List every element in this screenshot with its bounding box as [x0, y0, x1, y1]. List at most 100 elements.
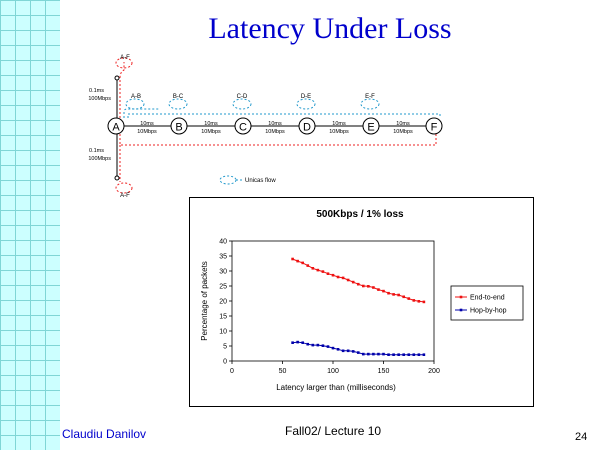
data-point — [356, 282, 360, 286]
link-label-bc-delay: 10ms — [204, 121, 218, 127]
node-e: E — [362, 117, 380, 135]
legend-label: End-to-end — [470, 295, 505, 302]
legend-marker — [459, 295, 463, 299]
data-point — [336, 348, 340, 351]
data-point — [412, 299, 416, 302]
legend-flow-label: Unicas flow — [245, 178, 276, 184]
latency-chart: 500Kbps / 1% loss 0 5 10 15 20 25 30 35 40 0 50 100… — [200, 209, 524, 392]
link-label-ab-bw: 10Mbps — [137, 129, 157, 135]
node-a: A — [107, 117, 125, 135]
data-point — [407, 353, 411, 356]
data-point — [301, 341, 304, 344]
data-point — [362, 284, 365, 288]
legend-flow-ellipse — [219, 175, 237, 185]
red-flow-bottom — [119, 134, 437, 182]
access-label-bottom-bw: 100Mbps — [88, 156, 111, 162]
data-point — [402, 295, 405, 299]
x-tick-label: 50 — [279, 368, 287, 375]
data-point — [301, 261, 304, 265]
node-b: B — [170, 117, 188, 135]
flow-ellipse-de — [296, 98, 316, 110]
slide-title: Latency Under Loss — [208, 12, 452, 45]
data-point — [316, 268, 320, 272]
access-label-bottom-delay: 0.1ms — [89, 148, 104, 154]
data-point — [372, 352, 375, 356]
data-point — [367, 352, 370, 356]
access-label-top-delay: 0.1ms — [89, 88, 104, 94]
data-point — [291, 341, 294, 344]
data-point — [341, 349, 345, 353]
flow-ellipse-top — [115, 57, 133, 69]
y-tick-label: 0 — [223, 359, 227, 366]
flow-ellipse-ef — [360, 98, 380, 110]
y-tick-label: 35 — [219, 254, 227, 261]
chart-title: 500Kbps / 1% loss — [316, 209, 404, 220]
flow-label-de: D-E — [301, 94, 311, 100]
data-point — [311, 267, 315, 270]
data-point — [392, 293, 395, 296]
x-tick-label: 0 — [230, 368, 234, 375]
data-point — [356, 351, 360, 354]
link-label-de-bw: 10Mbps — [329, 129, 349, 135]
access-dot-bottom — [114, 175, 120, 181]
data-point — [382, 352, 385, 356]
svg-text:A: A — [112, 122, 120, 134]
data-point — [321, 270, 325, 273]
data-point — [321, 344, 325, 347]
flow-label-bc: B-C — [173, 94, 184, 100]
data-point — [397, 353, 400, 356]
y-tick-label: 40 — [219, 239, 227, 246]
svg-text:B: B — [175, 122, 182, 134]
flow-label-bottom: A-F — [120, 193, 130, 199]
data-point — [387, 291, 390, 295]
link-label-de-delay: 10ms — [332, 121, 346, 127]
y-tick-label: 25 — [219, 284, 227, 291]
data-point — [402, 353, 405, 356]
flow-label-top: A-F — [120, 55, 130, 61]
link-label-ab-delay: 10ms — [140, 121, 154, 127]
flow-label-ef: E-F — [365, 94, 375, 100]
footer-author: Claudiu Danilov — [62, 427, 147, 441]
data-point — [412, 353, 416, 356]
y-axis-label: Percentage of packets — [200, 261, 209, 341]
x-tick-label: 100 — [327, 368, 339, 375]
data-point — [346, 349, 350, 353]
data-point — [392, 353, 395, 356]
footer-page-number: 24 — [575, 431, 588, 443]
flow-ellipse-bottom — [115, 182, 133, 194]
link-label-cd-bw: 10Mbps — [265, 129, 285, 135]
data-point — [351, 280, 355, 284]
flow-ellipse-ab — [125, 98, 145, 110]
data-point — [316, 343, 320, 347]
data-point — [377, 288, 380, 291]
chart-legend: End-to-end Hop-by-hop — [450, 285, 524, 321]
network-diagram: A-F A-F A-B B-C C-D D-E E-F 0.1ms 100Mbp… — [88, 55, 443, 199]
link-label-ef-bw: 10Mbps — [393, 129, 413, 135]
data-point — [296, 340, 299, 344]
svg-text:F: F — [431, 122, 438, 134]
data-point — [331, 346, 335, 350]
access-dot-top — [114, 75, 120, 81]
plot-frame — [231, 240, 435, 362]
data-point — [291, 257, 294, 261]
data-point — [331, 273, 335, 277]
link-label-ef-delay: 10ms — [396, 121, 410, 127]
data-point — [382, 289, 385, 293]
access-label-top-bw: 100Mbps — [88, 96, 111, 102]
y-tick-label: 20 — [219, 299, 227, 306]
plot-area: 0 5 10 15 20 25 30 35 40 0 50 100 150 200 — [219, 239, 440, 376]
y-tick-label: 30 — [219, 269, 227, 276]
data-point — [306, 342, 310, 346]
legend-box — [450, 285, 524, 321]
x-tick-label: 150 — [378, 368, 390, 375]
data-point — [341, 276, 345, 280]
grid-background — [0, 0, 60, 450]
link-label-bc-bw: 10Mbps — [201, 129, 221, 135]
data-point — [336, 275, 340, 279]
node-c: C — [234, 117, 252, 135]
y-tick-label: 15 — [219, 314, 227, 321]
link-label-cd-delay: 10ms — [268, 121, 282, 127]
x-tick-label: 200 — [428, 368, 440, 375]
svg-text:E: E — [367, 122, 374, 134]
data-point — [397, 293, 400, 297]
